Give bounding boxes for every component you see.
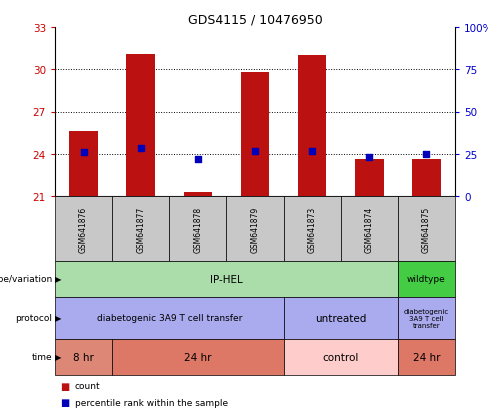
Text: ▶: ▶ [55,275,61,284]
Bar [398,261,455,297]
Text: protocol: protocol [16,314,53,323]
Text: genotype/variation: genotype/variation [0,275,53,284]
Text: 24 hr: 24 hr [413,352,440,362]
Text: GSM641876: GSM641876 [79,206,88,252]
Text: ■: ■ [60,381,69,391]
Bar [55,261,398,297]
Bar [112,339,284,375]
Point [308,148,316,155]
Bar [398,297,455,339]
Text: GSM641878: GSM641878 [193,206,203,252]
Text: GSM641874: GSM641874 [365,206,374,252]
Text: 24 hr: 24 hr [184,352,212,362]
Text: GSM641879: GSM641879 [250,206,260,252]
Text: diabetogenic 3A9 T cell transfer: diabetogenic 3A9 T cell transfer [97,314,242,323]
Bar [284,339,398,375]
Text: 8 hr: 8 hr [73,352,94,362]
Text: time: time [32,353,53,362]
Bar [355,160,384,197]
Bar [55,297,284,339]
Text: ▶: ▶ [55,314,61,323]
Text: GSM641875: GSM641875 [422,206,431,252]
Point [137,145,144,152]
Point [423,151,430,158]
Text: GSM641877: GSM641877 [136,206,145,252]
Bar [412,160,441,197]
Point [80,150,87,156]
Text: control: control [323,352,359,362]
Bar [398,197,455,261]
Text: ▶: ▶ [55,353,61,362]
Point [366,154,373,161]
Bar [126,55,155,197]
Point [251,148,259,155]
Bar [398,339,455,375]
Bar [55,339,112,375]
Bar [183,192,212,197]
Bar [112,197,169,261]
Point [194,157,202,163]
Bar [284,197,341,261]
Bar [226,197,284,261]
Text: IP-HEL: IP-HEL [210,274,243,284]
Text: count: count [75,381,100,390]
Text: diabetogenic
3A9 T cell
transfer: diabetogenic 3A9 T cell transfer [404,308,449,328]
Bar [298,56,326,197]
Title: GDS4115 / 10476950: GDS4115 / 10476950 [187,14,323,27]
Text: ■: ■ [60,397,69,407]
Text: GSM641873: GSM641873 [307,206,317,252]
Text: untreated: untreated [315,313,366,323]
Bar [241,73,269,197]
Bar [169,197,226,261]
Text: wildtype: wildtype [407,275,446,284]
Bar [284,297,398,339]
Bar [55,197,112,261]
Bar [69,132,98,197]
Text: percentile rank within the sample: percentile rank within the sample [75,398,227,407]
Bar [341,197,398,261]
